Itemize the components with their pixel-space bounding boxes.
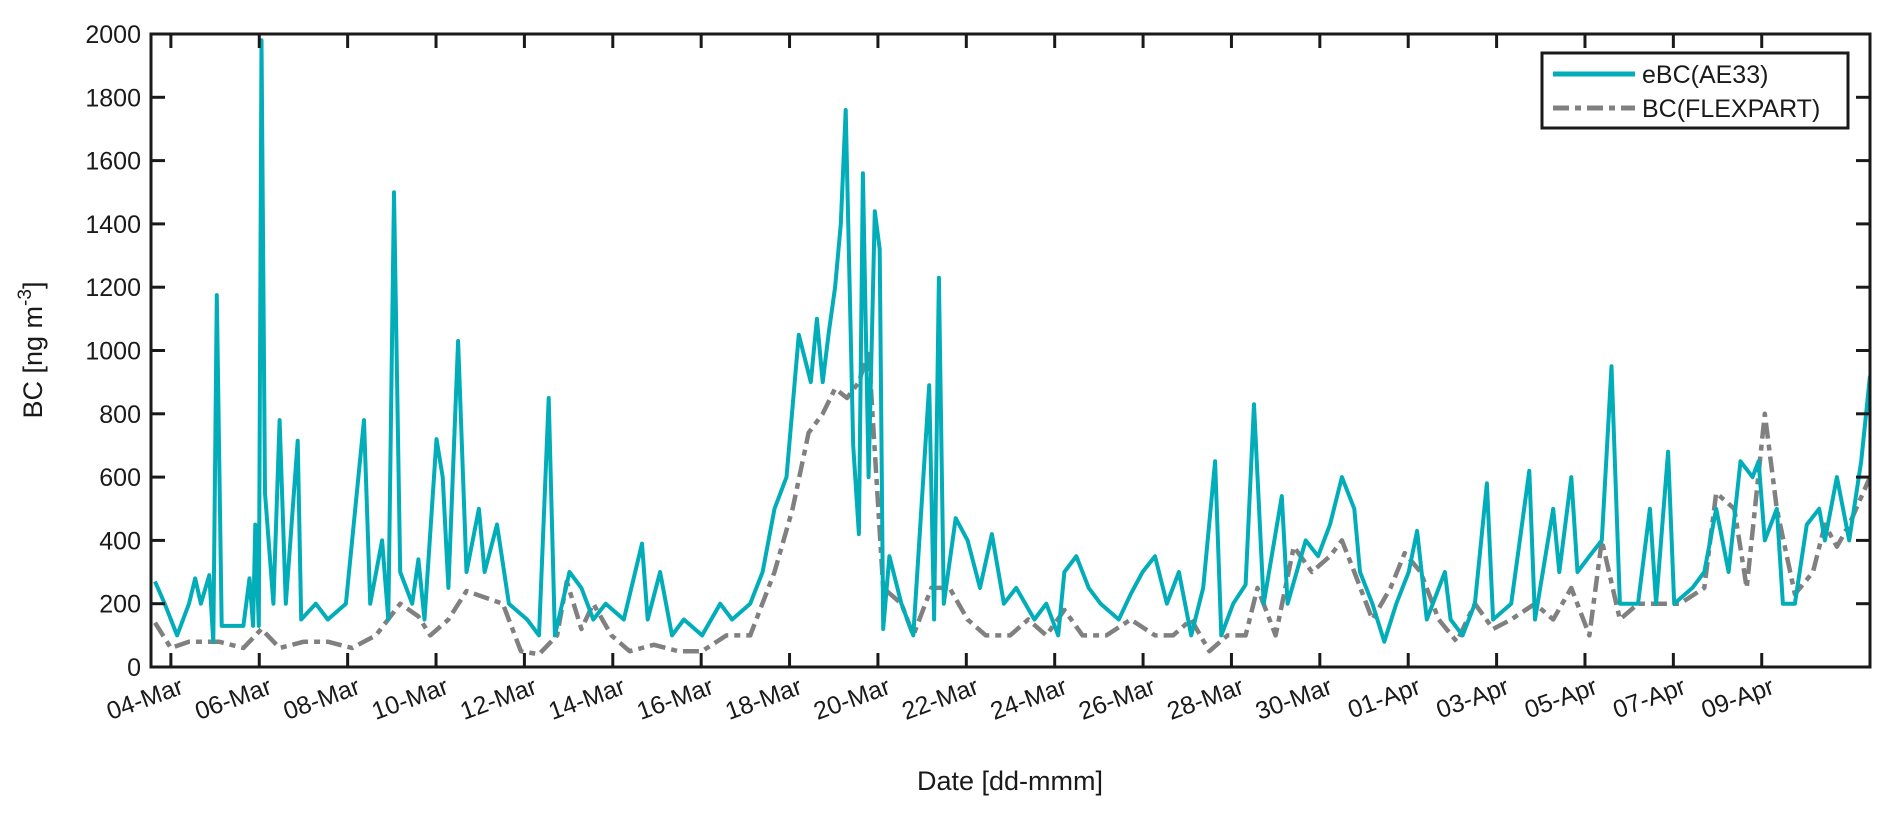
x-tick-label: 16-Mar [633,672,717,725]
series-line-ebc-ae33 [153,38,1870,644]
y-tick-label: 0 [127,654,141,682]
x-tick-label: 08-Mar [280,672,364,725]
y-tick-label: 1000 [85,338,141,366]
x-tick-label: 24-Mar [987,672,1071,725]
x-tick-label: 09-Apr [1698,672,1778,724]
x-axis-label: Date [dd-mmm] [917,766,1103,796]
legend: eBC(AE33) BC(FLEXPART) [1540,51,1850,130]
x-tick-label: 10-Mar [368,672,452,725]
x-tick-label: 05-Apr [1521,672,1601,724]
y-tick-label: 800 [99,401,141,429]
x-tick-label: 30-Mar [1252,672,1336,725]
y-tick-label: 1600 [85,148,141,176]
x-tick-label: 26-Mar [1075,672,1159,725]
x-tick-label: 01-Apr [1344,672,1424,724]
x-tick-label: 14-Mar [545,672,629,725]
legend-label-flexpart: BC(FLEXPART) [1642,95,1820,123]
x-tick-label: 07-Apr [1609,672,1689,724]
x-tick-label: 28-Mar [1164,672,1248,725]
x-tick-label: 12-Mar [456,672,540,725]
x-tick-label: 22-Mar [898,672,982,725]
y-axis-label: BC [ng m-3] [15,282,48,419]
x-tick-label: 20-Mar [810,672,894,725]
y-tick-label: 1400 [85,211,141,239]
legend-label-ebc: eBC(AE33) [1642,61,1768,89]
series-line-bc-flexpart [153,348,1870,657]
y-tick-label: 200 [99,591,141,619]
x-tick-label: 03-Apr [1433,672,1513,724]
legend-box [1540,51,1850,130]
y-tick-label: 1800 [85,84,141,112]
y-tick-label: 2000 [85,21,141,49]
x-tick-label: 18-Mar [722,672,806,725]
y-tick-label: 1200 [85,274,141,302]
y-axis: 0 200 400 600 800 1000 1200 1400 1600 1800 2000 [85,21,1870,682]
x-tick-label: 04-Mar [103,672,187,725]
y-tick-label: 400 [99,527,141,555]
y-tick-label: 600 [99,464,141,492]
x-tick-label: 06-Mar [191,672,275,725]
series-layer [153,38,1870,657]
